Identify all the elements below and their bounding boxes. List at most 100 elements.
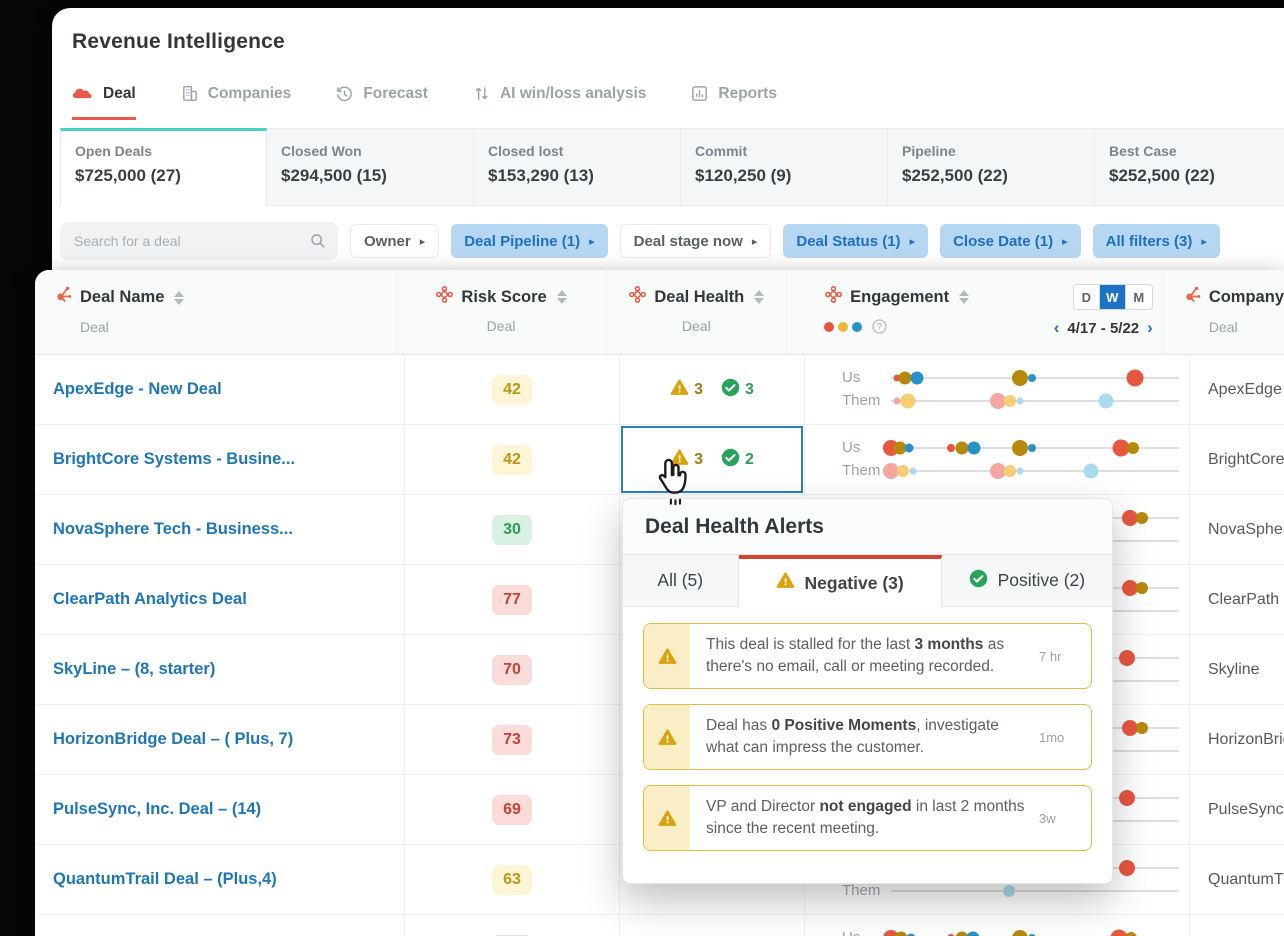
- tab-ai-winloss-label: AI win/loss analysis: [499, 84, 647, 102]
- engagement-us-label: Us: [842, 369, 861, 386]
- search-icon: [311, 234, 325, 248]
- popup-tab-negative-3-[interactable]: Negative (3): [738, 555, 942, 607]
- warning-icon: [776, 571, 795, 595]
- engagement-cell: Us Them: [805, 425, 1190, 494]
- column-header-deal-name[interactable]: Deal Name Deal: [35, 270, 397, 354]
- column-header-risk-score[interactable]: Risk Score Deal: [397, 270, 607, 354]
- warning-icon: [670, 448, 689, 472]
- deal-name-link[interactable]: PulseSync, Inc. Deal – (14): [53, 800, 262, 818]
- filter-chip-label: Deal stage now: [633, 232, 743, 250]
- svg-text:?: ?: [877, 322, 882, 332]
- tab-ai-winloss[interactable]: AI win/loss analysis: [472, 84, 646, 120]
- summary-card-value: $153,290 (13): [488, 166, 594, 185]
- engagement-dot: [1110, 929, 1128, 936]
- deal-name-link[interactable]: NovaSphere Tech - Business...: [53, 520, 293, 538]
- summary-card-pipeline[interactable]: Pipeline $252,500 (22): [888, 128, 1095, 206]
- deal-name-link[interactable]: HorizonBridge Deal – ( Plus, 7): [53, 730, 294, 748]
- deal-name-link[interactable]: ClearPath Analytics Deal: [53, 590, 247, 608]
- engagement-dot: [1098, 393, 1114, 408]
- deal-health-alerts-popup: Deal Health Alerts All (5) Negative (3) Po…: [622, 498, 1113, 884]
- engagement-dot: [1122, 509, 1139, 526]
- engagement-them-track: [891, 879, 1179, 902]
- summary-card-closed-lost[interactable]: Closed lost $153,290 (13): [474, 128, 681, 206]
- warning-icon: [670, 378, 689, 402]
- sort-control[interactable]: [959, 290, 970, 304]
- deal-name-link[interactable]: BrightCore Systems - Busine...: [53, 450, 296, 468]
- engagement-dot: [1028, 443, 1037, 452]
- risk-score-cell: 42: [405, 355, 620, 424]
- tab-reports[interactable]: Reports: [690, 84, 777, 120]
- engagement-dot: [883, 462, 899, 479]
- sort-control[interactable]: [556, 290, 567, 304]
- engagement-them-label: Them: [842, 882, 881, 899]
- search-input[interactable]: Search for a deal: [60, 222, 338, 260]
- summary-card-open-deals[interactable]: Open Deals $725,000 (27): [60, 128, 267, 206]
- engagement-dot: [1016, 467, 1024, 474]
- summary-card-commit[interactable]: Commit $120,250 (9): [681, 128, 888, 206]
- engagement-them-line: Them: [842, 879, 1183, 902]
- column-header-company[interactable]: Company Deal: [1164, 270, 1284, 354]
- deal-name-link[interactable]: SkyLine – (8, starter): [53, 660, 216, 678]
- alert-text-pre: Deal has: [706, 717, 772, 734]
- tab-forecast[interactable]: Forecast: [335, 84, 428, 120]
- filter-chip-deal-pipeline-1-[interactable]: Deal Pipeline (1) ▸: [451, 224, 608, 258]
- filter-chip-deal-stage-now[interactable]: Deal stage now ▸: [619, 224, 772, 258]
- filter-chip-all-filters-3-[interactable]: All filters (3) ▸: [1092, 224, 1220, 258]
- risk-score-header-sublabel: Deal: [486, 318, 516, 334]
- chevron-right-icon: ▸: [419, 235, 426, 248]
- prev-period-chevron[interactable]: ‹: [1053, 318, 1060, 337]
- search-placeholder: Search for a deal: [74, 233, 181, 249]
- risk-score-badge: 30: [492, 514, 532, 545]
- summary-card-best-case[interactable]: Best Case $252,500 (22): [1095, 128, 1284, 206]
- deal-name-link[interactable]: QuantumTrail Deal – (Plus,4): [53, 870, 277, 888]
- risk-score-cell: 42: [405, 425, 620, 494]
- main-nav-tabs: Deal Companies Forecast AI win/loss anal…: [72, 84, 777, 120]
- engagement-us-track: [883, 436, 1179, 459]
- period-option-m[interactable]: M: [1133, 289, 1145, 305]
- column-header-deal-health[interactable]: Deal Health Deal: [607, 270, 788, 354]
- engagement-dot: [900, 393, 916, 408]
- summary-card-value: $252,500 (22): [902, 166, 1008, 185]
- filter-chip-deal-status-1-[interactable]: Deal Status (1) ▸: [783, 224, 929, 258]
- engagement-them-label: Them: [842, 462, 881, 479]
- deal-health-cell: [620, 915, 805, 936]
- company-cell: NovaSphere: [1208, 520, 1284, 538]
- engagement-dot: [893, 374, 901, 381]
- popup-alert-list: This deal is stalled for the last 3 mont…: [623, 607, 1112, 851]
- period-option-w[interactable]: W: [1099, 285, 1126, 309]
- filter-chip-close-date-1-[interactable]: Close Date (1) ▸: [940, 224, 1081, 258]
- engagement-dot: [1136, 511, 1149, 524]
- tab-deal[interactable]: Deal: [72, 85, 136, 120]
- sort-control[interactable]: [754, 290, 765, 304]
- risk-score-badge: 77: [492, 584, 532, 615]
- next-period-chevron[interactable]: ›: [1147, 318, 1153, 337]
- engagement-dot: [1136, 721, 1149, 734]
- engagement-dot: [947, 933, 956, 936]
- deal-blob-icon: [72, 86, 94, 101]
- date-range-nav: ‹ 4/17 - 5/22 ›: [1054, 318, 1153, 338]
- popup-tab-all-5-[interactable]: All (5): [623, 555, 739, 607]
- popup-tab-positive-2-[interactable]: Positive (2): [941, 555, 1112, 607]
- period-option-d[interactable]: D: [1074, 285, 1100, 309]
- help-icon[interactable]: ?: [871, 318, 888, 335]
- forecast-clock-icon: [335, 84, 354, 103]
- table-header: Deal Name Deal Risk Score Deal: [35, 270, 1284, 355]
- tab-companies[interactable]: Companies: [180, 84, 291, 120]
- engagement-dot: [955, 931, 969, 936]
- alert-card: VP and Director not engaged in last 2 mo…: [643, 785, 1092, 851]
- engagement-legend: ?: [824, 318, 1163, 335]
- deal-name-link[interactable]: ApexEdge - New Deal: [53, 380, 222, 398]
- summary-card-closed-won[interactable]: Closed Won $294,500 (15): [267, 128, 474, 206]
- filter-chip-owner[interactable]: Owner ▸: [350, 224, 440, 258]
- engagement-dot: [896, 464, 909, 477]
- deal-name-cell: ApexEdge - New Deal: [35, 355, 405, 424]
- company-header-label: Company: [1208, 288, 1284, 306]
- sort-control[interactable]: [174, 290, 185, 305]
- summary-card-label: Best Case: [1109, 143, 1177, 159]
- filter-chip-label: Deal Pipeline (1): [464, 232, 581, 250]
- deal-name-cell: QuantumTrail Deal – (Plus,4): [35, 845, 405, 914]
